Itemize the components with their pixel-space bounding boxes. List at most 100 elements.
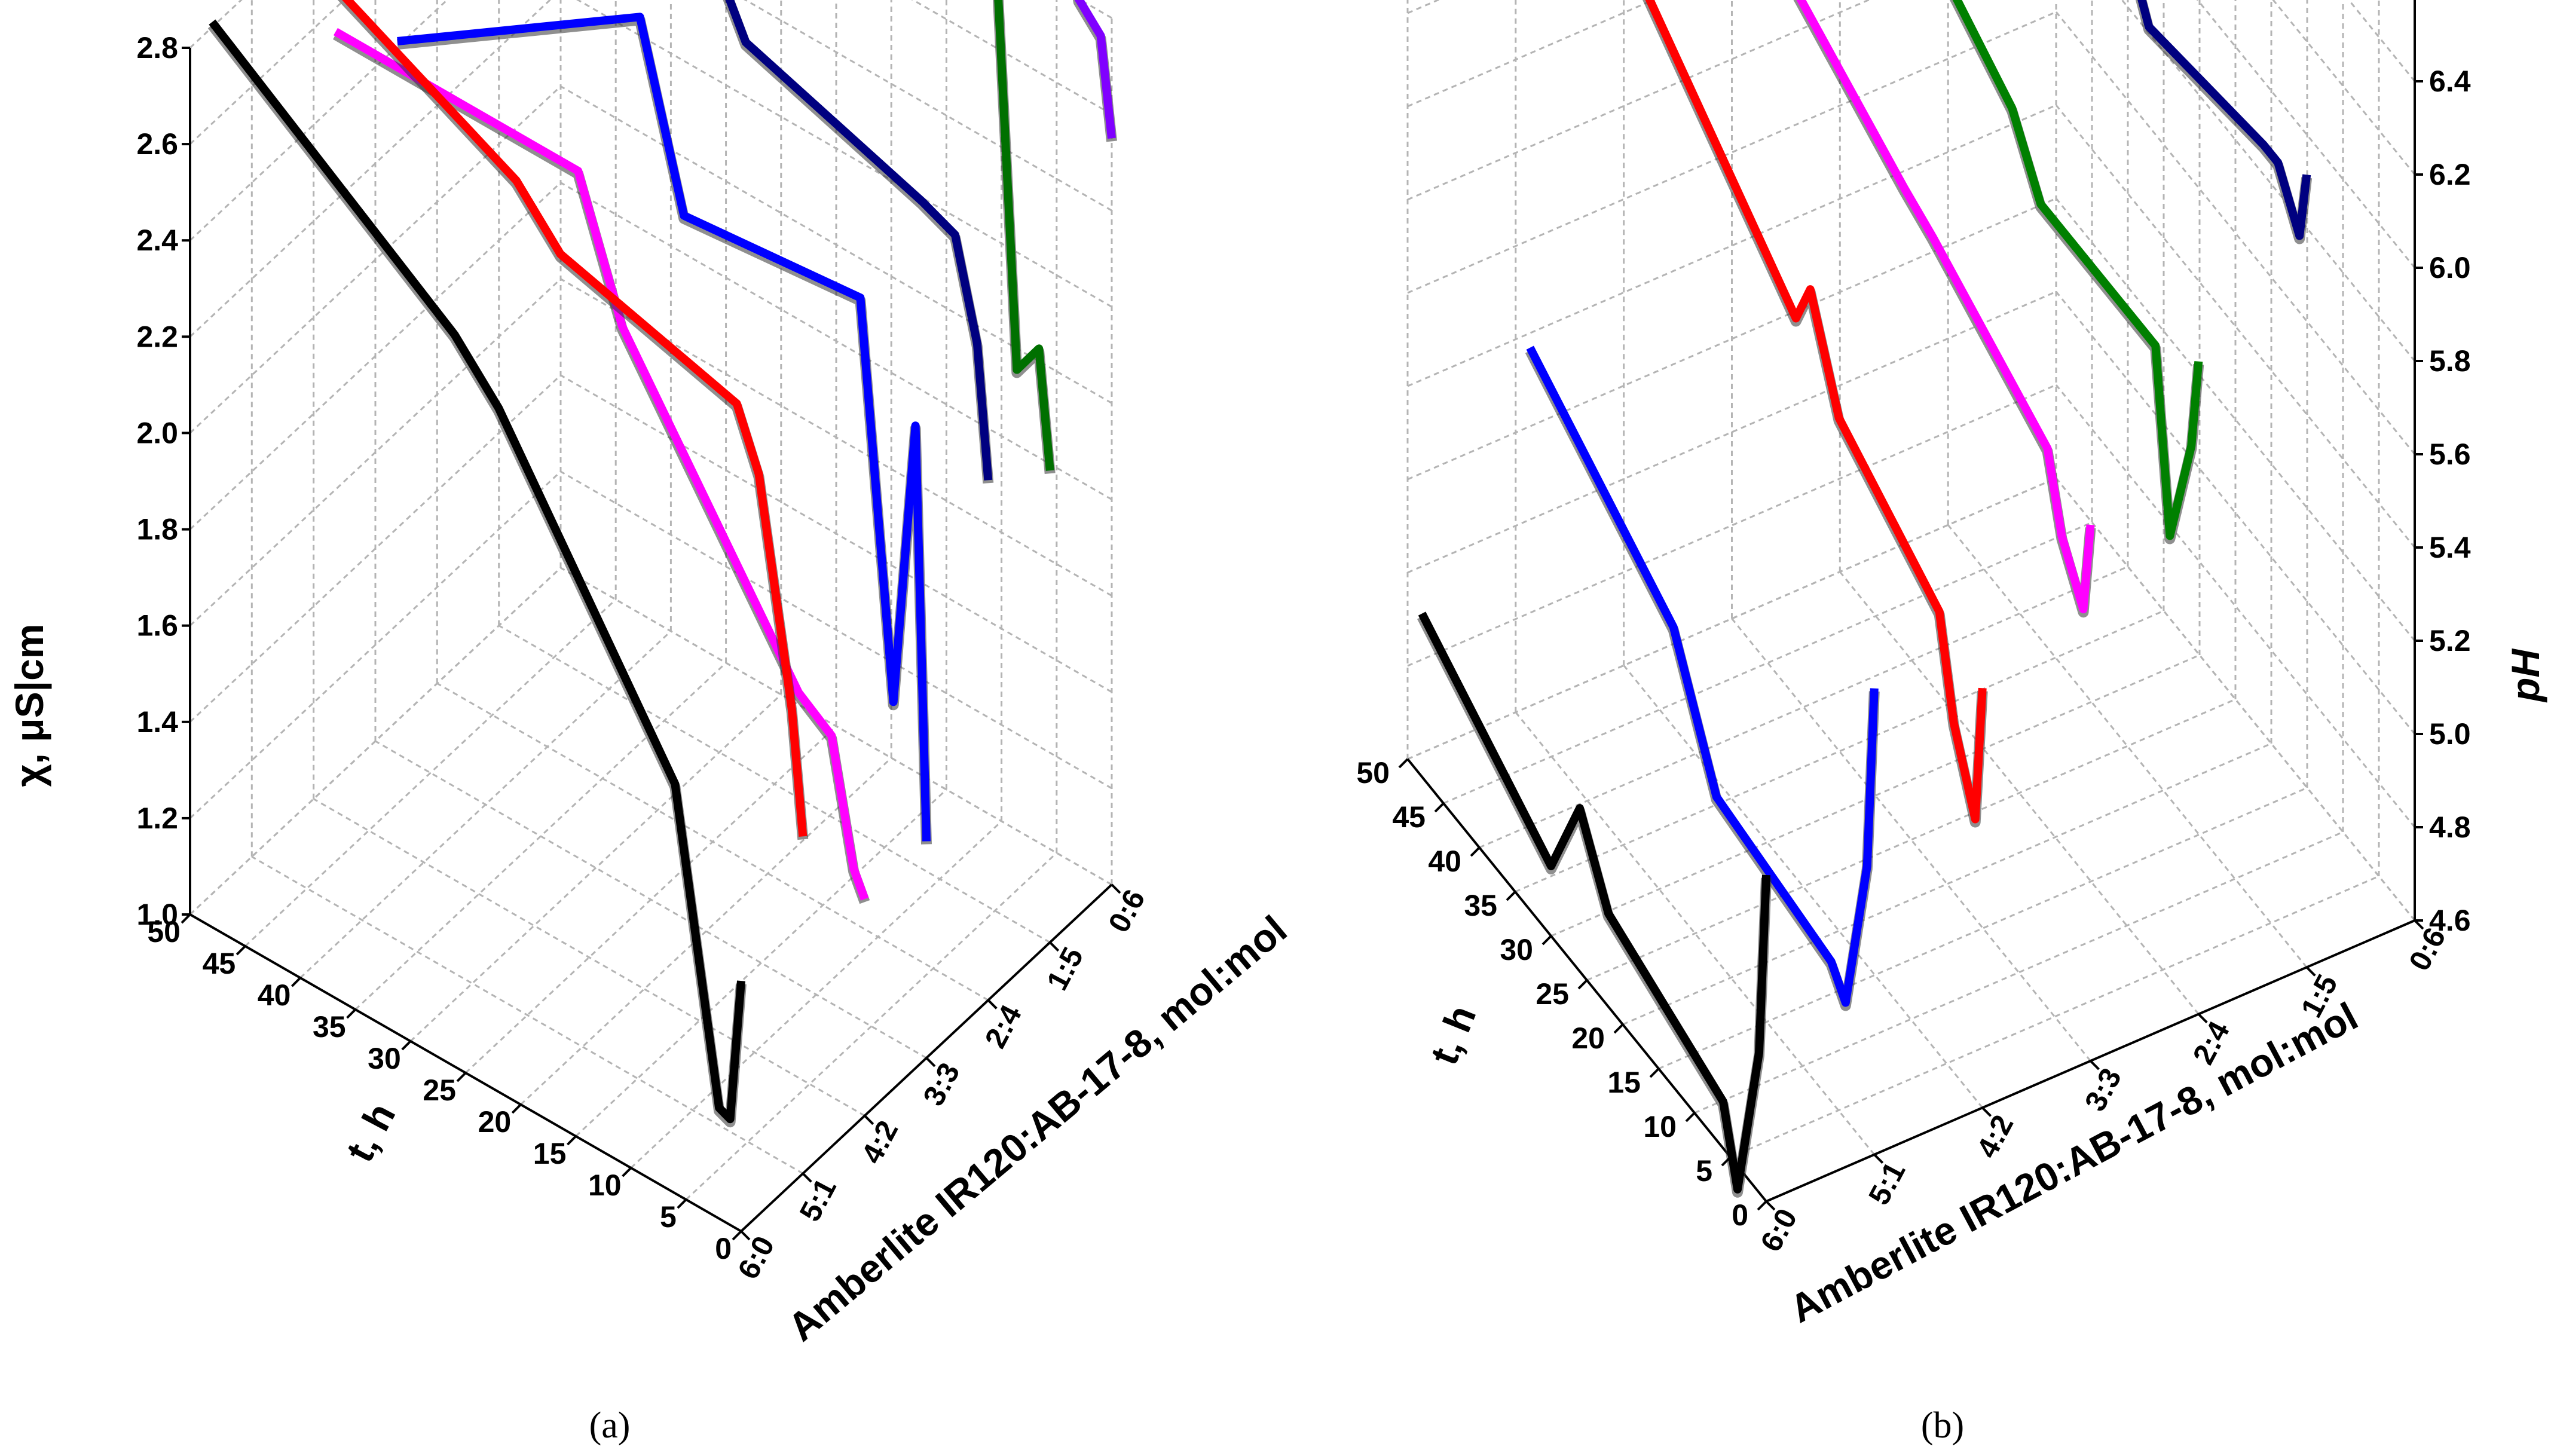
panel-b-ratio-tick-mark bbox=[2305, 966, 2316, 977]
panel-b-floor-grid-line bbox=[1515, 610, 2164, 893]
panel-a-ratio-tick-mark bbox=[740, 1230, 751, 1241]
panel-b-floor-grid-line bbox=[1550, 654, 2200, 937]
panel-b-wall-grid-line bbox=[1407, 384, 2057, 667]
panel-a-ratio-tick-label: 1:5 bbox=[1040, 942, 1090, 996]
panel-b-z-axis-title: pH bbox=[2503, 649, 2547, 703]
panel-b-z-tick-label: 5.6 bbox=[2429, 438, 2471, 471]
panel-b-floor-grid-line bbox=[1694, 831, 2344, 1114]
panel-a-t-tick-mark bbox=[511, 1103, 522, 1114]
panel-a-z-tick-label: 2.8 bbox=[136, 31, 178, 65]
panel-a-ratio-tick-label: 0:6 bbox=[1102, 884, 1151, 938]
panel-a-series-6-0 bbox=[209, 19, 745, 1124]
panel-b-series-3-3 bbox=[1796, 0, 2095, 614]
panel-a-series-3-3 bbox=[397, 13, 931, 842]
panel-a-wall-grid-line bbox=[576, 0, 1112, 308]
panel-b-z-tick-label: 6.2 bbox=[2429, 158, 2471, 191]
panel-b-wall-grid-line bbox=[2347, 0, 2416, 82]
panel-b-ratio-axis-title: Amberlite IR120:AB-17-8, mol:mol bbox=[1782, 993, 2365, 1331]
panel-a-floor-grid-line bbox=[244, 598, 617, 947]
panel-b-wall-grid-line bbox=[1407, 0, 1656, 108]
panel-b-t-tick-mark bbox=[1685, 1112, 1696, 1122]
panel-b-floor-grid-line bbox=[1730, 875, 2379, 1158]
panel-a-wall-grid-line bbox=[189, 0, 449, 241]
panel-a-wall-grid-line bbox=[560, 374, 1112, 693]
panel-b-ratio-tick-mark bbox=[1981, 1106, 1992, 1117]
panel-b-t-tick-mark bbox=[1577, 979, 1588, 990]
panel-a-wall-grid-line bbox=[189, 567, 562, 916]
panel-b-t-tick-mark bbox=[1613, 1023, 1624, 1034]
panel-b-t-axis-title: t, h bbox=[1421, 999, 1485, 1070]
panel-a-floor-grid-line bbox=[575, 788, 947, 1137]
panel-b-floor-grid-line bbox=[1622, 742, 2272, 1026]
panel-b-z-tick-label: 5.8 bbox=[2429, 344, 2471, 378]
panel-b-z-tick-label: 6.4 bbox=[2429, 65, 2471, 98]
panel-a-z-tick-label: 2.2 bbox=[136, 320, 178, 353]
panel-a-label: (a) bbox=[589, 1405, 631, 1446]
panel-a-t-tick-label: 45 bbox=[203, 947, 236, 980]
panel-b-wall-grid-line bbox=[1407, 477, 2057, 760]
panel-a-floor-grid-line bbox=[409, 693, 782, 1042]
panel-b-t-tick-mark bbox=[1757, 1200, 1767, 1211]
panel-a-series-4-2 bbox=[334, 27, 869, 901]
panel-b-ratio-tick-mark bbox=[1873, 1154, 1884, 1164]
panel-b-z-tick-label: 4.8 bbox=[2429, 810, 2471, 844]
panel-a-wall-grid-line bbox=[189, 374, 562, 723]
panel-b-t-tick-label: 20 bbox=[1571, 1021, 1605, 1055]
panel-a-series-5-1 bbox=[342, 0, 808, 837]
panel-b-wall-grid-line bbox=[1407, 197, 2057, 481]
panel-a-z-axis-title: χ, μS|cm bbox=[7, 624, 53, 787]
panel-b-ratio-tick-mark bbox=[2197, 1013, 2208, 1024]
panel-a-t-tick-mark bbox=[566, 1135, 577, 1146]
panel-b-ratio-tick-label: 6:0 bbox=[1754, 1203, 1803, 1257]
panel-a-ratio-tick-mark bbox=[802, 1172, 812, 1183]
panel-a-frame bbox=[189, 48, 1113, 1232]
panel-a-ratio-tick-label: 6:0 bbox=[731, 1231, 781, 1284]
panel-a-ratio-tick-label: 3:3 bbox=[916, 1057, 966, 1111]
panel-b-z-tick-label: 5.4 bbox=[2429, 531, 2471, 564]
panel-a-floor-grid-line bbox=[498, 625, 1051, 944]
panel-b-floor-grid-line bbox=[1731, 618, 2091, 1062]
panel-a-t-axis-title: t, h bbox=[337, 1096, 404, 1169]
panel-a-t-tick-mark bbox=[732, 1230, 742, 1241]
panel-b-z-tick-label: 6.6 bbox=[2429, 0, 2471, 5]
panel-a-t-tick-label: 20 bbox=[478, 1105, 512, 1139]
panel-b-z-tick-label: 5.2 bbox=[2429, 624, 2471, 657]
panel-b-t-tick-mark bbox=[1470, 846, 1481, 857]
panel-a-t-tick-label: 15 bbox=[533, 1137, 567, 1170]
panel-b-t-tick-mark bbox=[1721, 1156, 1732, 1167]
panel-a-t-tick-label: 35 bbox=[313, 1010, 346, 1044]
panel-a-t-tick-mark bbox=[235, 945, 246, 956]
panel-b-ratio-tick-label: 5:1 bbox=[1862, 1157, 1911, 1210]
panel-a-floor-grid-line bbox=[313, 798, 865, 1117]
panel-b-wall-grid-line bbox=[1407, 0, 1871, 201]
panel-b-floor-grid-line bbox=[1479, 565, 2128, 849]
panel-b-t-tick-label: 25 bbox=[1536, 977, 1569, 1011]
panel-a-wall-grid-line bbox=[189, 278, 562, 626]
panel-a-t-tick-mark bbox=[677, 1198, 687, 1209]
panel-a-floor-grid-line bbox=[685, 852, 1057, 1201]
panel-a-ratio-tick-label: 5:1 bbox=[793, 1173, 843, 1226]
panel-b-t-tick-label: 30 bbox=[1500, 933, 1533, 966]
panel-a-grid bbox=[189, 0, 1113, 1232]
panel-b-ratio-tick-label: 3:3 bbox=[2078, 1063, 2128, 1117]
panel-b-t-tick-mark bbox=[1541, 935, 1552, 946]
panel-a-t-tick-label: 25 bbox=[423, 1073, 456, 1107]
panel-a-wall-grid-line bbox=[560, 182, 1112, 500]
panel-a-t-tick-mark bbox=[181, 913, 191, 924]
panel-a-z-tick-label: 1.8 bbox=[136, 513, 178, 546]
panel-b-series-2-4 bbox=[1952, 0, 2203, 540]
panel-a-t-tick-mark bbox=[622, 1167, 632, 1177]
panel-b-series-1-5 bbox=[2137, 0, 2311, 240]
panel-a-ratio-tick-label: 4:2 bbox=[855, 1115, 904, 1169]
panel-b-z-tick-label: 5.0 bbox=[2429, 717, 2471, 751]
panel-b-t-tick-mark bbox=[1506, 891, 1516, 901]
panel-a-wall-grid-line bbox=[744, 0, 1112, 212]
panel-b-ratio-tick-label: 4:2 bbox=[1970, 1109, 2020, 1163]
panel-a-z-tick-label: 1.4 bbox=[136, 705, 178, 739]
panel-b-wall-grid-line bbox=[1407, 11, 2057, 294]
panel-b-t-tick-label: 45 bbox=[1392, 800, 1426, 834]
panel-a-ratio-tick-mark bbox=[1111, 883, 1121, 894]
panel-a-floor-grid-line bbox=[520, 757, 892, 1106]
panel-b-ratio-tick-mark bbox=[2090, 1060, 2100, 1070]
